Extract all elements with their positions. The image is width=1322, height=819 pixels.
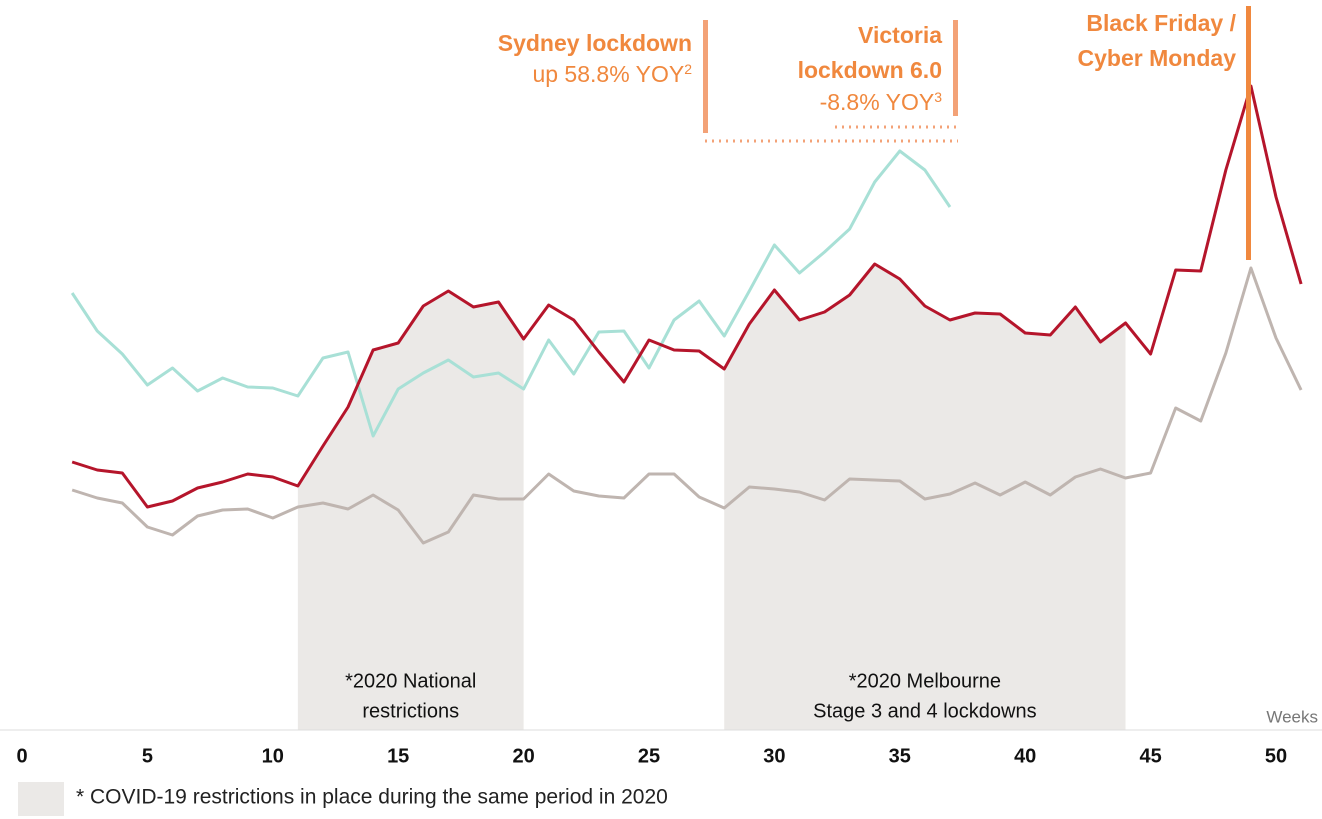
annotation-title: Black Friday / bbox=[1086, 10, 1236, 36]
x-tick-label: 45 bbox=[1139, 745, 1161, 767]
marker bbox=[703, 20, 708, 133]
data-line bbox=[70, 149, 952, 438]
shade-layer bbox=[297, 264, 1126, 730]
x-tick-label: 0 bbox=[16, 745, 27, 767]
line-layer bbox=[70, 84, 1303, 545]
shaded-region bbox=[297, 291, 524, 730]
annotation-note: up 58.8% YOY2 bbox=[532, 61, 692, 87]
x-tick-label: 30 bbox=[763, 745, 785, 767]
x-tick-label: 5 bbox=[142, 745, 153, 767]
x-tick-label: 15 bbox=[387, 745, 409, 767]
region-label: *2020 Melbourne bbox=[849, 670, 1001, 692]
x-tick-label: 25 bbox=[638, 745, 660, 767]
region-label: Stage 3 and 4 lockdowns bbox=[813, 700, 1037, 722]
marker bbox=[1246, 6, 1251, 260]
x-tick-label: 50 bbox=[1265, 745, 1287, 767]
legend-swatch bbox=[18, 782, 64, 816]
x-tick-label: 10 bbox=[262, 745, 284, 767]
x-axis-label: Weeks bbox=[1266, 707, 1318, 726]
data-line bbox=[71, 266, 1303, 545]
region-label: *2020 National bbox=[345, 670, 476, 692]
superscript: 2 bbox=[684, 61, 692, 77]
note: -8.8% YOY bbox=[820, 89, 935, 115]
superscript: 3 bbox=[934, 89, 942, 105]
region-label: restrictions bbox=[362, 700, 459, 722]
annotation-title: Cyber Monday bbox=[1078, 45, 1237, 71]
note: up 58.8% YOY bbox=[532, 61, 684, 87]
footnote: * COVID-19 restrictions in place during … bbox=[76, 786, 668, 809]
data-line bbox=[71, 84, 1303, 509]
shaded-region bbox=[724, 264, 1126, 730]
annotation-note: -8.8% YOY3 bbox=[820, 89, 943, 115]
marker bbox=[953, 20, 958, 116]
annotation-title: Victoria bbox=[858, 22, 942, 48]
annotation-title: lockdown 6.0 bbox=[798, 57, 942, 83]
x-tick-label: 20 bbox=[512, 745, 534, 767]
annotation-title: Sydney lockdown bbox=[498, 30, 692, 56]
x-tick-label: 35 bbox=[889, 745, 911, 767]
x-tick-label: 40 bbox=[1014, 745, 1036, 767]
